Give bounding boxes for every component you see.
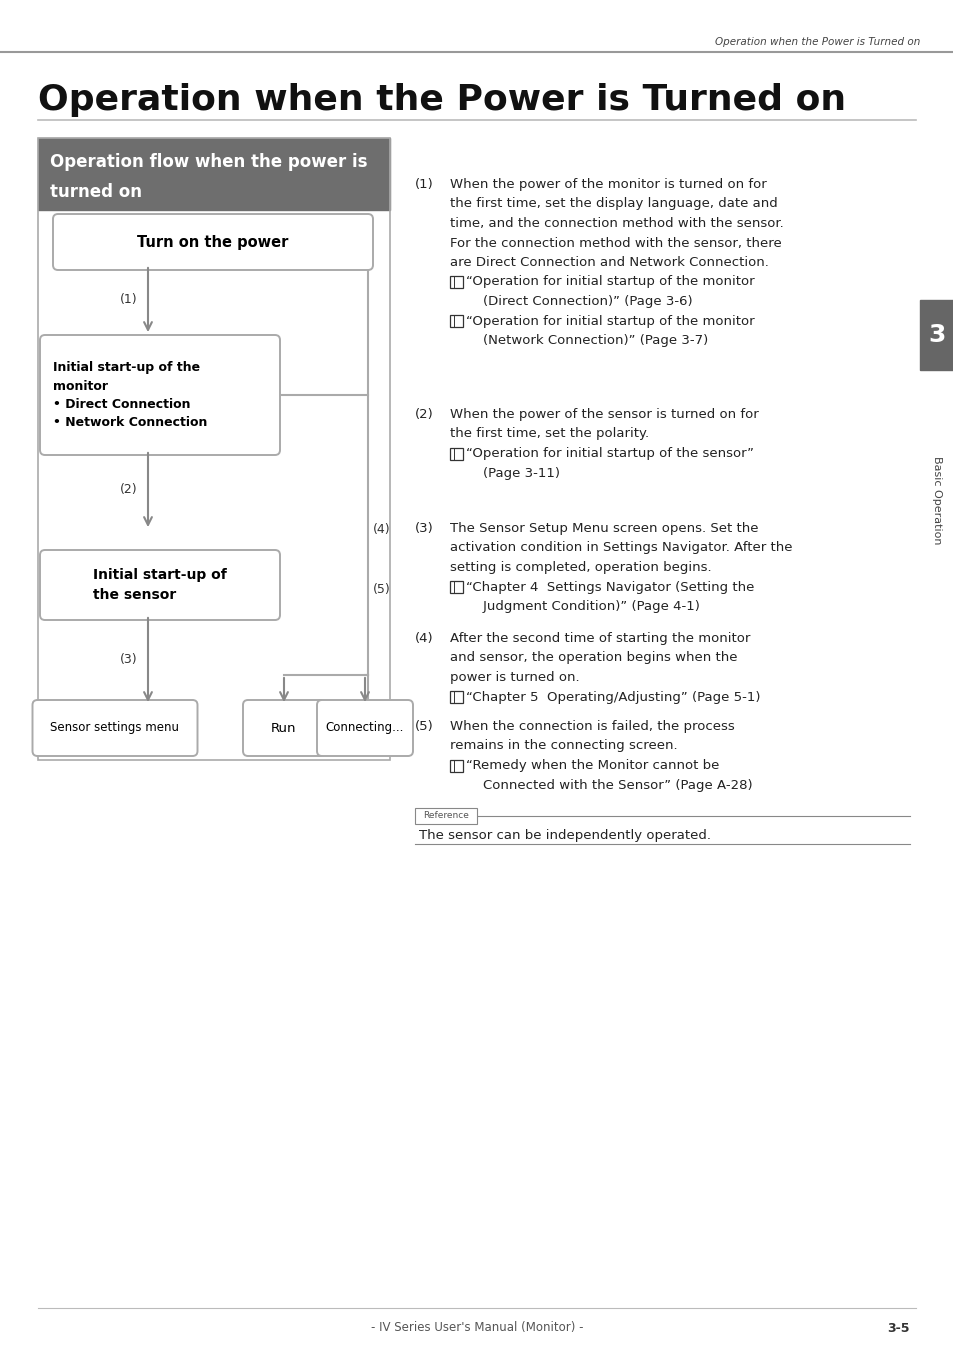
Bar: [450, 760, 463, 772]
Text: (1): (1): [120, 294, 137, 306]
Text: remains in the connecting screen.: remains in the connecting screen.: [450, 740, 677, 752]
Text: Sensor settings menu: Sensor settings menu: [51, 721, 179, 735]
Text: Run: Run: [271, 721, 296, 735]
Text: “Operation for initial startup of the monitor: “Operation for initial startup of the mo…: [465, 275, 754, 288]
Text: turned on: turned on: [50, 183, 142, 201]
FancyBboxPatch shape: [40, 550, 280, 620]
Text: “Operation for initial startup of the monitor: “Operation for initial startup of the mo…: [465, 314, 754, 328]
Text: Initial start-up of the
monitor
• Direct Connection
• Network Connection: Initial start-up of the monitor • Direct…: [53, 361, 207, 429]
Text: (2): (2): [415, 408, 434, 421]
Text: (3): (3): [415, 522, 434, 535]
Text: For the connection method with the sensor, there: For the connection method with the senso…: [450, 236, 781, 249]
Text: (4): (4): [373, 523, 390, 537]
Text: Judgment Condition)” (Page 4-1): Judgment Condition)” (Page 4-1): [465, 600, 700, 613]
FancyBboxPatch shape: [40, 336, 280, 456]
Text: Connecting...: Connecting...: [326, 721, 404, 735]
Text: When the connection is failed, the process: When the connection is failed, the proce…: [450, 720, 734, 733]
Text: Connected with the Sensor” (Page A-28): Connected with the Sensor” (Page A-28): [465, 779, 752, 791]
FancyBboxPatch shape: [32, 700, 197, 756]
Bar: [450, 448, 463, 460]
Text: “Chapter 5  Operating/Adjusting” (Page 5-1): “Chapter 5 Operating/Adjusting” (Page 5-…: [465, 690, 760, 704]
Text: setting is completed, operation begins.: setting is completed, operation begins.: [450, 561, 711, 574]
Text: The sensor can be independently operated.: The sensor can be independently operated…: [418, 829, 710, 842]
Text: (5): (5): [373, 584, 391, 597]
Text: activation condition in Settings Navigator. After the: activation condition in Settings Navigat…: [450, 542, 792, 554]
Text: Operation when the Power is Turned on: Operation when the Power is Turned on: [714, 36, 919, 47]
Text: - IV Series User's Manual (Monitor) -: - IV Series User's Manual (Monitor) -: [371, 1321, 582, 1335]
Text: and sensor, the operation begins when the: and sensor, the operation begins when th…: [450, 651, 737, 665]
FancyBboxPatch shape: [53, 214, 373, 270]
Text: (Direct Connection)” (Page 3-6): (Direct Connection)” (Page 3-6): [465, 295, 692, 307]
Text: are Direct Connection and Network Connection.: are Direct Connection and Network Connec…: [450, 256, 768, 270]
Text: After the second time of starting the monitor: After the second time of starting the mo…: [450, 632, 750, 644]
Text: the first time, set the polarity.: the first time, set the polarity.: [450, 427, 648, 441]
Bar: [450, 276, 463, 288]
Text: (1): (1): [415, 178, 434, 191]
Text: (5): (5): [415, 720, 434, 733]
Text: When the power of the sensor is turned on for: When the power of the sensor is turned o…: [450, 408, 758, 421]
Text: “Chapter 4  Settings Navigator (Setting the: “Chapter 4 Settings Navigator (Setting t…: [465, 581, 754, 593]
Text: (Network Connection)” (Page 3-7): (Network Connection)” (Page 3-7): [465, 334, 707, 346]
Text: Operation when the Power is Turned on: Operation when the Power is Turned on: [38, 84, 845, 117]
Text: Reference: Reference: [422, 811, 469, 821]
Text: (2): (2): [120, 484, 137, 496]
Text: Operation flow when the power is: Operation flow when the power is: [50, 154, 367, 171]
Bar: [38, 137, 390, 210]
Text: “Remedy when the Monitor cannot be: “Remedy when the Monitor cannot be: [465, 759, 719, 772]
Text: When the power of the monitor is turned on for: When the power of the monitor is turned …: [450, 178, 766, 191]
Text: 3-5: 3-5: [886, 1321, 909, 1335]
Bar: [919, 301, 953, 369]
Bar: [450, 315, 463, 328]
Text: (Page 3-11): (Page 3-11): [465, 466, 559, 480]
Bar: [450, 581, 463, 593]
Text: Initial start-up of
the sensor: Initial start-up of the sensor: [93, 569, 227, 601]
Text: (4): (4): [415, 632, 434, 644]
Bar: [415, 807, 476, 824]
Text: “Operation for initial startup of the sensor”: “Operation for initial startup of the se…: [465, 448, 753, 460]
Text: power is turned on.: power is turned on.: [450, 671, 579, 683]
Text: Basic Operation: Basic Operation: [931, 456, 941, 545]
Text: the first time, set the display language, date and: the first time, set the display language…: [450, 198, 777, 210]
Text: Turn on the power: Turn on the power: [137, 235, 289, 249]
Text: The Sensor Setup Menu screen opens. Set the: The Sensor Setup Menu screen opens. Set …: [450, 522, 758, 535]
Text: time, and the connection method with the sensor.: time, and the connection method with the…: [450, 217, 783, 231]
Bar: [38, 210, 390, 760]
FancyBboxPatch shape: [316, 700, 413, 756]
Bar: [38, 137, 390, 760]
Bar: [450, 692, 463, 704]
FancyBboxPatch shape: [243, 700, 325, 756]
Text: 3: 3: [927, 324, 944, 346]
Text: (3): (3): [120, 654, 137, 666]
